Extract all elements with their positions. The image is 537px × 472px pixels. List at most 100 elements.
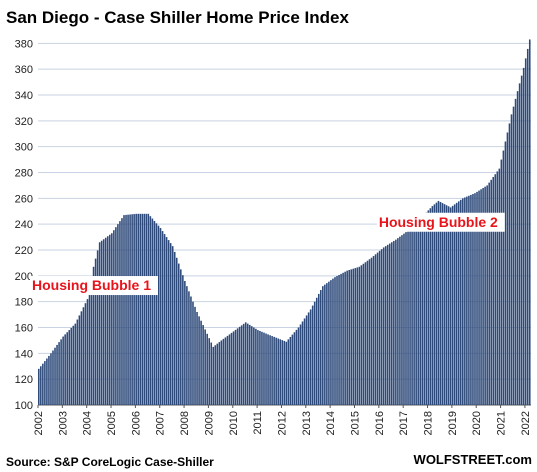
- bar: [315, 297, 318, 405]
- bar: [133, 214, 135, 405]
- bar: [173, 251, 176, 405]
- bar: [520, 75, 523, 406]
- bar: [397, 238, 399, 405]
- bar: [236, 328, 239, 405]
- bar: [301, 321, 304, 405]
- bar: [445, 205, 448, 405]
- bar: [449, 207, 452, 406]
- y-axis-ticks: 100 120 140 160 180 200 220 240 260 280 300 320 340 3…: [15, 38, 33, 412]
- bar: [72, 325, 75, 405]
- y-tick-label: 120: [15, 374, 33, 386]
- bar: [470, 194, 472, 405]
- x-tick-label: 2005: [106, 411, 118, 435]
- bars: [38, 39, 531, 406]
- bar: [68, 330, 71, 405]
- bar: [204, 329, 206, 405]
- bar: [427, 210, 430, 405]
- bar: [192, 301, 194, 405]
- bar: [376, 252, 379, 405]
- bar: [443, 204, 446, 405]
- bar: [437, 200, 440, 405]
- bar: [283, 340, 286, 405]
- bar: [311, 305, 314, 405]
- bar: [295, 329, 298, 405]
- bar: [244, 322, 247, 405]
- bar: [125, 214, 127, 405]
- bar: [348, 270, 350, 405]
- bar: [320, 290, 322, 405]
- bar: [149, 216, 152, 405]
- bar: [344, 271, 346, 405]
- bar: [98, 242, 101, 405]
- bar: [354, 268, 357, 405]
- bar: [90, 277, 93, 405]
- bar: [216, 343, 219, 405]
- bar: [246, 323, 249, 406]
- bar: [277, 338, 279, 405]
- bar: [297, 327, 300, 405]
- annotation-label: Housing Bubble 2: [376, 212, 505, 232]
- bar: [506, 132, 509, 405]
- bar: [66, 332, 68, 405]
- brand-logo: WOLFSTREET.com: [414, 452, 532, 467]
- bar: [464, 197, 466, 405]
- bar: [429, 208, 432, 405]
- bar: [100, 240, 103, 405]
- chart-title: San Diego - Case Shiller Home Price Inde…: [6, 8, 349, 27]
- bar: [257, 330, 259, 405]
- bar: [222, 338, 225, 405]
- bar: [212, 346, 215, 406]
- y-tick-label: 300: [15, 142, 33, 154]
- bar: [466, 196, 468, 405]
- bar: [175, 257, 178, 405]
- x-tick-label: 2012: [276, 411, 288, 435]
- bar: [407, 230, 409, 406]
- bar: [364, 262, 367, 405]
- bar: [46, 358, 48, 405]
- x-tick-label: 2009: [203, 411, 215, 435]
- x-tick-label: 2010: [228, 411, 240, 435]
- bar: [206, 333, 208, 405]
- bar: [494, 174, 497, 405]
- bar: [336, 276, 338, 405]
- bar: [334, 277, 336, 406]
- bar: [324, 284, 326, 405]
- bar: [127, 214, 129, 405]
- bar: [214, 345, 217, 405]
- bar: [401, 235, 403, 405]
- bar: [338, 274, 340, 405]
- y-tick-label: 260: [15, 193, 33, 205]
- bar: [48, 355, 50, 405]
- bar: [58, 342, 60, 405]
- bar: [210, 342, 213, 405]
- bar: [224, 337, 227, 405]
- bar: [106, 236, 109, 405]
- bar: [78, 315, 81, 405]
- bar: [289, 336, 292, 405]
- bar: [64, 334, 66, 405]
- bar: [80, 311, 83, 405]
- bar: [165, 237, 168, 405]
- bar: [303, 318, 306, 405]
- bar: [391, 242, 393, 405]
- bar: [167, 240, 170, 405]
- bar: [362, 263, 365, 405]
- y-tick-label: 160: [15, 323, 33, 335]
- bar: [388, 243, 391, 405]
- bar: [326, 283, 328, 405]
- bar: [119, 221, 121, 405]
- x-tick-label: 2017: [398, 411, 410, 435]
- bar: [386, 244, 389, 405]
- bar: [453, 204, 456, 405]
- bar: [305, 315, 308, 405]
- bar: [328, 281, 330, 405]
- annotation-label: Housing Bubble 1: [30, 276, 158, 296]
- bar: [462, 198, 464, 405]
- bar: [157, 225, 160, 405]
- bar: [137, 213, 139, 405]
- bar: [346, 270, 348, 405]
- bar: [299, 324, 302, 405]
- bar: [468, 195, 470, 405]
- annotation-background: [30, 276, 158, 296]
